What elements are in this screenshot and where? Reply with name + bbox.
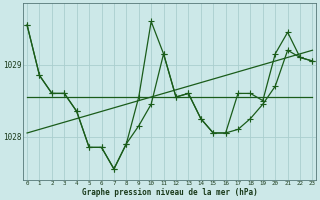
X-axis label: Graphe pression niveau de la mer (hPa): Graphe pression niveau de la mer (hPa) [82,188,258,197]
